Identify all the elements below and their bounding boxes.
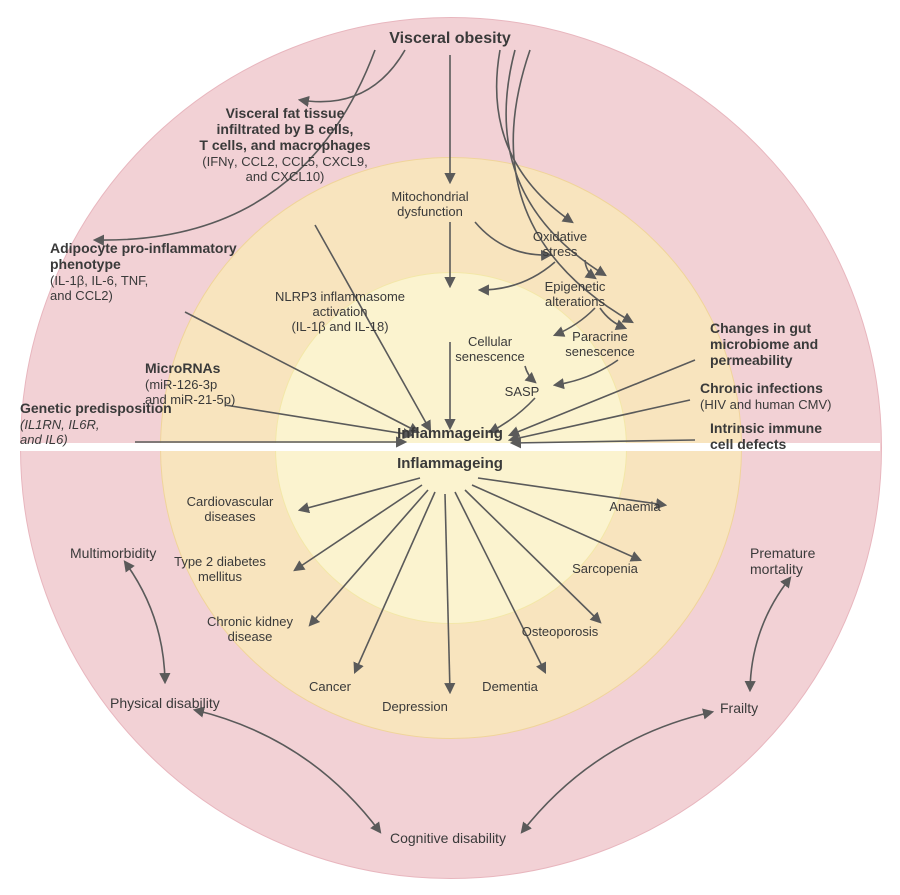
block-immune-title: Intrinsic immune cell defects — [710, 420, 822, 452]
arrow — [125, 562, 165, 682]
outcome-label: Cognitive disability — [390, 830, 506, 846]
arrow — [525, 366, 535, 382]
diagram-root: Visceral obesity Visceral fat tissue infi… — [0, 0, 900, 895]
center-bottom: Inflammageing — [397, 455, 503, 472]
arrow — [225, 405, 412, 435]
disease-label: Sarcopenia — [572, 562, 638, 577]
disease-label: Dementia — [482, 680, 538, 695]
disease-label: Osteoporosis — [522, 625, 599, 640]
node-nlrp3: NLRP3 inflammasome activation (IL-1β and… — [275, 290, 405, 335]
block-visceral-fat-sub: (IFNγ, CCL2, CCL5, CXCL9, and CXCL10) — [202, 155, 367, 185]
title-top: Visceral obesity — [389, 30, 511, 48]
arrow — [600, 308, 625, 328]
block-genetic-sub: (IL1RN, IL6R, and IL6) — [20, 418, 99, 448]
block-genetic-title: Genetic predisposition — [20, 400, 172, 416]
outcome-label: Physical disability — [110, 695, 220, 711]
disease-label: Cancer — [309, 680, 351, 695]
arrow — [555, 360, 618, 385]
arrow — [512, 440, 695, 443]
arrow — [195, 710, 380, 832]
arrow — [355, 492, 435, 672]
disease-label: Depression — [382, 700, 448, 715]
disease-label: Chronic kidney disease — [207, 615, 293, 645]
disease-label: Anaemia — [609, 500, 660, 515]
arrow — [300, 50, 405, 102]
disease-label: Cardiovascular diseases — [187, 495, 274, 525]
outcome-label: Premature mortality — [750, 545, 815, 577]
outcome-label: Multimorbidity — [70, 545, 156, 561]
node-oxi: Oxidative stress — [533, 230, 587, 260]
block-chronic-inf-sub: (HIV and human CMV) — [700, 398, 832, 413]
arrow — [295, 485, 422, 570]
arrow — [510, 400, 690, 440]
arrow — [522, 712, 712, 832]
block-adipocyte-title: Adipocyte pro-inflammatory phenotype — [50, 240, 237, 272]
block-visceral-fat-title: Visceral fat tissue infiltrated by B cel… — [199, 105, 370, 153]
block-chronic-inf-title: Chronic infections — [700, 380, 823, 396]
arrow — [300, 478, 420, 510]
block-adipocyte-sub: (IL-1β, IL-6, TNF, and CCL2) — [50, 274, 148, 304]
node-sasp: SASP — [505, 385, 540, 400]
node-epi: Epigenetic alterations — [545, 280, 606, 310]
node-cellsen: Cellular senescence — [455, 335, 524, 365]
arrow — [465, 490, 600, 622]
disease-label: Type 2 diabetes mellitus — [174, 555, 266, 585]
outcome-label: Frailty — [720, 700, 758, 716]
arrow — [455, 492, 545, 672]
node-mito: Mitochondrial dysfunction — [391, 190, 468, 220]
node-parasen: Paracrine senescence — [565, 330, 634, 360]
block-gut-title: Changes in gut microbiome and permeabili… — [710, 320, 818, 368]
block-micrornas-title: MicroRNAs — [145, 360, 220, 376]
arrow — [750, 578, 790, 690]
arrow — [445, 494, 450, 692]
center-top: Inflammageing — [397, 425, 503, 442]
arrow — [310, 490, 428, 625]
